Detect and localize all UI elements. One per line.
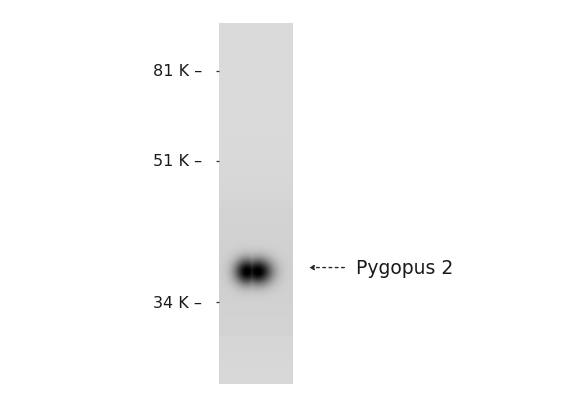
- Text: 34 K –: 34 K –: [153, 295, 202, 310]
- Text: 81 K –: 81 K –: [152, 64, 202, 79]
- Text: 51 K –: 51 K –: [153, 154, 202, 169]
- Text: Pygopus 2: Pygopus 2: [356, 258, 453, 277]
